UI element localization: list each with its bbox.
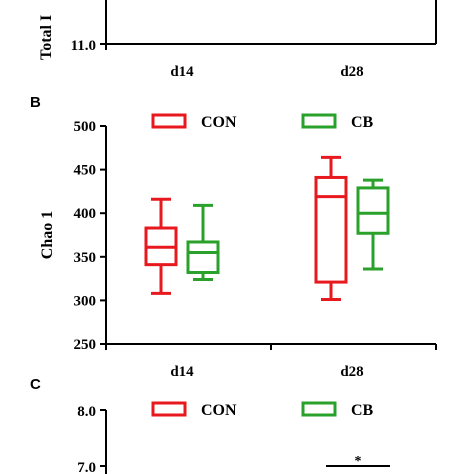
panel-b-legend-label-con: CON <box>201 114 237 131</box>
panel-b-box-cb-d28 <box>356 178 390 271</box>
panel-c-legend-cb-label: CB <box>351 402 374 419</box>
panel-b-legend: CON CB <box>151 113 374 131</box>
panel-c-legend-con: CON <box>151 401 237 419</box>
box-iqr <box>314 175 348 284</box>
panel-c-significance-star: * <box>355 454 362 469</box>
panel-c-y-tick-label-7: 7.0 <box>77 460 96 474</box>
panel-c: C CON CB 8.0 7.0 * <box>30 376 390 474</box>
panel-a: 11.0 Total I d14 d28 <box>38 0 437 80</box>
panel-a-y-tick-label: 11.0 <box>71 38 96 54</box>
panel-c-legend-cb: CB <box>301 401 374 419</box>
panel-c-legend-cb-swatch <box>301 401 337 417</box>
box-iqr <box>186 240 220 274</box>
panel-b-y-tick-label: 400 <box>74 206 97 222</box>
panel-c-label: C <box>30 376 41 393</box>
panel-b-box-cb-d14 <box>186 203 220 281</box>
panel-b-x-tick-label: d14 <box>170 364 194 380</box>
panel-b-box-con-d14 <box>144 197 178 295</box>
panel-b: B CON CB 250 300 350 400 450 500 d14 d28 Chao 1 <box>30 94 437 380</box>
panel-b-y-tick-label: 250 <box>74 337 97 353</box>
panel-b-y-tick-label: 350 <box>74 250 97 266</box>
panel-b-axes: 250 300 350 400 450 500 d14 d28 Chao 1 <box>39 119 437 380</box>
panel-c-y-tick-label-8: 8.0 <box>77 404 96 420</box>
panel-a-y-axis-label: Total I <box>38 15 55 60</box>
panel-c-legend-con-label: CON <box>201 402 237 419</box>
panel-b-legend-swatch-cb <box>301 113 337 129</box>
panel-b-y-tick-label: 450 <box>74 163 97 179</box>
panel-b-box-con-d28 <box>314 155 348 302</box>
panel-b-x-tick-label: d28 <box>340 364 363 380</box>
box-iqr <box>356 186 390 235</box>
panel-b-label: B <box>30 94 41 111</box>
panel-b-y-tick-label: 500 <box>74 119 97 135</box>
panel-a-x-tick-label-d28: d28 <box>340 64 363 80</box>
panel-b-boxes <box>144 155 390 302</box>
panel-c-legend-con-swatch <box>151 401 187 417</box>
panel-b-legend-swatch-con <box>151 113 187 129</box>
panel-b-y-axis-label: Chao 1 <box>39 211 56 259</box>
panel-b-y-tick-label: 300 <box>74 293 97 309</box>
panel-a-x-tick-label-d14: d14 <box>170 64 194 80</box>
panel-b-legend-label-cb: CB <box>351 114 374 131</box>
